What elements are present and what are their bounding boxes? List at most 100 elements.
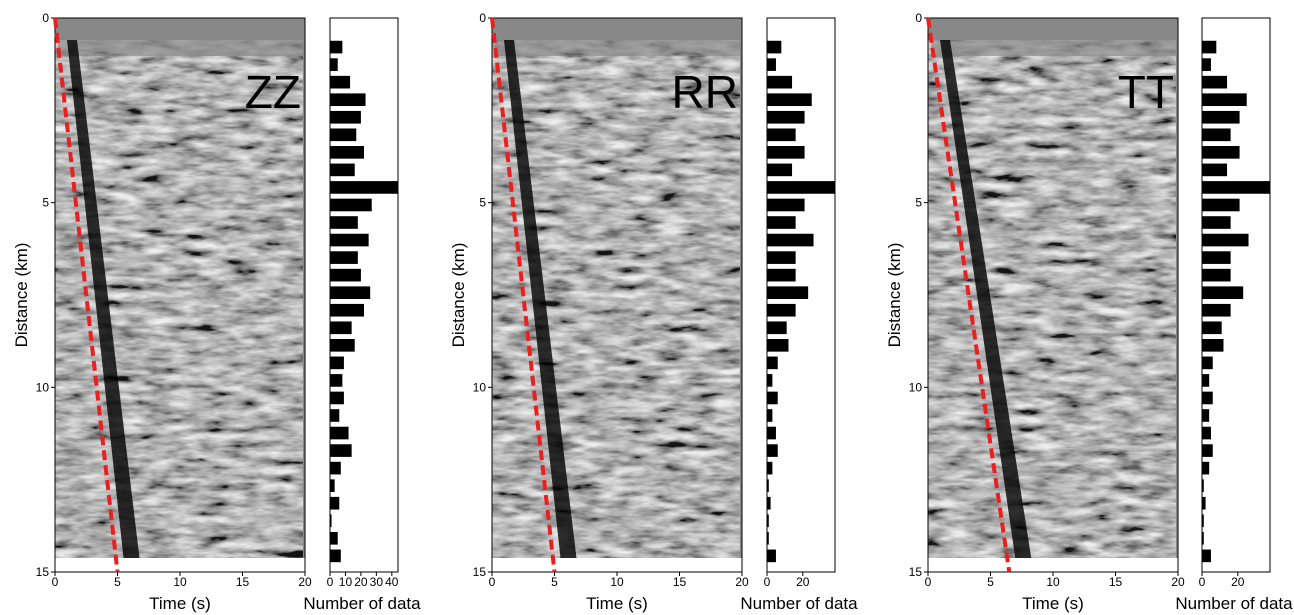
bar	[330, 268, 361, 282]
y-tick-label: 5	[479, 196, 486, 210]
bar	[1202, 374, 1210, 387]
x-tick-label: 40	[385, 575, 399, 589]
image-white-bottom	[55, 558, 305, 572]
x-tick-label: 15	[673, 575, 687, 589]
seismic-image	[928, 18, 1178, 572]
image-top	[58, 40, 303, 56]
x-tick-label: 10	[610, 575, 624, 589]
bar	[1202, 444, 1213, 457]
x-axis-label: Number of data	[1175, 594, 1293, 613]
bar	[767, 251, 796, 264]
bar	[1202, 181, 1270, 194]
pick-line	[490, 17, 557, 573]
y-tick-label: 10	[909, 380, 923, 394]
bar	[1202, 146, 1240, 159]
bar	[330, 514, 332, 528]
pick-line	[53, 17, 120, 573]
x-tick-label: 20	[735, 575, 749, 589]
bar	[767, 514, 769, 528]
bar	[330, 321, 352, 335]
x-tick-label: 5	[114, 575, 121, 589]
bar	[330, 356, 344, 370]
bar	[767, 409, 773, 422]
x-tick-label: 15	[1109, 575, 1123, 589]
bar	[767, 40, 782, 54]
bar	[1202, 339, 1224, 352]
x-tick-label: 10	[1046, 575, 1060, 589]
bar	[767, 321, 787, 335]
bar	[1202, 321, 1222, 335]
bar	[1202, 268, 1231, 282]
bar	[330, 409, 340, 422]
x-tick-label: 20	[796, 575, 810, 589]
x-tick-label: 0	[52, 575, 59, 589]
image-white-bottom	[492, 558, 742, 572]
panel-label: RR	[672, 66, 738, 118]
bar	[330, 479, 335, 492]
bar	[1202, 409, 1210, 422]
x-tick-label: 0	[1199, 575, 1206, 589]
bar	[330, 444, 352, 457]
x-tick-label: 20	[354, 575, 368, 589]
bar	[767, 75, 793, 89]
bar	[767, 531, 769, 545]
x-tick-label: 20	[1231, 575, 1245, 589]
bar	[767, 426, 776, 440]
bar	[767, 110, 805, 124]
bar	[330, 146, 364, 159]
bar	[767, 268, 796, 282]
x-tick-label: 15	[236, 575, 250, 589]
x-tick-label: 0	[925, 575, 932, 589]
bar	[330, 374, 343, 387]
y-axis-label: Distance (km)	[885, 243, 904, 348]
image-top	[931, 40, 1176, 56]
bar	[767, 496, 771, 510]
bar	[330, 93, 366, 107]
x-tick-label: 10	[339, 575, 353, 589]
bar	[330, 163, 355, 177]
bar	[767, 216, 796, 229]
bar	[1202, 426, 1211, 440]
bar	[330, 216, 358, 229]
x-tick-label: 5	[987, 575, 994, 589]
bar	[330, 531, 338, 545]
y-axis-label: Distance (km)	[12, 243, 31, 348]
bar	[767, 444, 778, 457]
y-tick-label: 15	[909, 565, 923, 579]
bar	[1202, 303, 1231, 317]
bar	[767, 391, 778, 405]
x-tick-label: 5	[551, 575, 558, 589]
bar	[1202, 198, 1240, 212]
bar	[767, 146, 805, 159]
x-axis-label: Time (s)	[149, 594, 211, 613]
bar	[767, 549, 776, 563]
x-tick-label: 0	[327, 575, 334, 589]
x-axis-label: Time (s)	[1022, 594, 1084, 613]
y-axis-label: Distance (km)	[449, 243, 468, 348]
y-tick-label: 10	[473, 380, 487, 394]
bar	[767, 303, 796, 317]
panel-label: TT	[1118, 66, 1174, 118]
bar	[330, 40, 343, 54]
bar	[330, 58, 338, 71]
y-tick-label: 5	[915, 196, 922, 210]
bar	[767, 128, 796, 142]
seismic-image	[492, 18, 742, 572]
bar	[330, 426, 349, 440]
arrival-band	[504, 40, 577, 558]
bar	[767, 181, 835, 194]
y-tick-label: 5	[42, 196, 49, 210]
bar	[330, 339, 355, 352]
image-white-bottom	[928, 558, 1178, 572]
bar	[330, 391, 344, 405]
bar	[767, 163, 793, 177]
bar	[330, 461, 341, 475]
seismic-image	[55, 18, 305, 572]
pick-line	[926, 17, 1012, 573]
arrival-band	[67, 40, 140, 558]
x-tick-label: 20	[1171, 575, 1185, 589]
bar	[330, 110, 361, 124]
bar	[1202, 75, 1228, 89]
image-noise	[928, 40, 1176, 558]
bar	[767, 93, 812, 107]
